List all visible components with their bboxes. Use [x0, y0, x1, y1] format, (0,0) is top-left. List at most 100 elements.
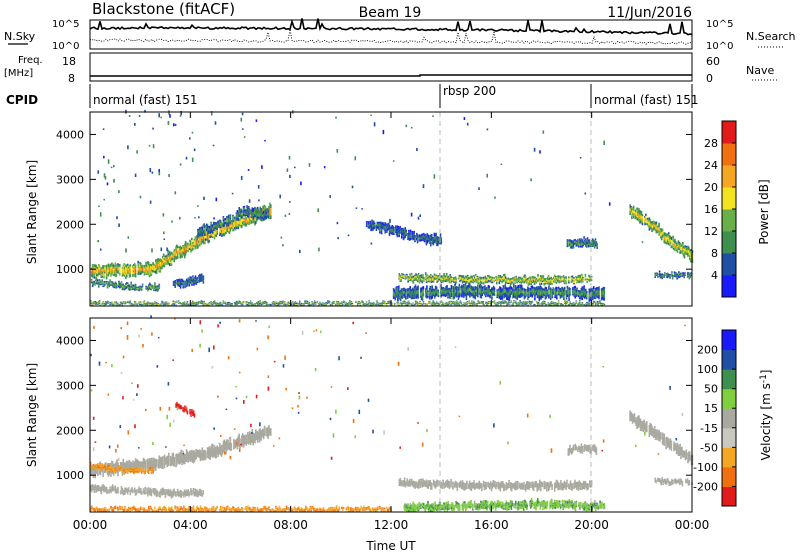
heatmap-cell: [582, 279, 584, 281]
heatmap-cell: [456, 288, 458, 292]
heatmap-cell: [237, 211, 240, 215]
heatmap-cell: [212, 224, 214, 227]
heatmap-cell: [134, 287, 137, 289]
heatmap-cell: [420, 278, 423, 280]
heatmap-cell: [482, 279, 485, 281]
heatmap-cell: [119, 282, 121, 285]
heatmap-cell: [165, 302, 168, 303]
heatmap-cell: [153, 270, 155, 272]
heatmap-cell: [207, 227, 210, 230]
heatmap-cell: [261, 212, 263, 215]
heatmap-cell: [226, 222, 228, 225]
heatmap-cell: [102, 286, 104, 288]
heatmap-cell: [576, 287, 578, 290]
heatmap-cell: [240, 303, 242, 304]
heatmap-cell: [146, 271, 148, 274]
heatmap-cell: [298, 300, 301, 302]
heatmap-cell: [540, 283, 543, 285]
heatmap-cell: [240, 217, 242, 221]
heatmap-cell: [118, 265, 120, 267]
heatmap-cell: [186, 281, 189, 283]
heatmap-cell: [232, 227, 234, 229]
heatmap-cell: [207, 230, 210, 233]
heatmap-cell: [256, 216, 259, 219]
heatmap-cell: [207, 232, 210, 234]
heatmap-cell: [152, 267, 154, 270]
heatmap-cell: [426, 278, 429, 280]
heatmap-cell: [129, 301, 132, 303]
heatmap-cell: [226, 216, 228, 219]
heatmap-cell: [204, 235, 206, 239]
heatmap-cell: [125, 283, 127, 285]
heatmap-cell: [248, 206, 250, 208]
heatmap-cell: [108, 270, 110, 272]
heatmap-cell: [138, 268, 140, 272]
heatmap-cell: [208, 302, 211, 304]
heatmap-cell: [233, 222, 235, 225]
heatmap-cell: [412, 302, 414, 304]
heatmap-cell: [328, 302, 331, 304]
heatmap-cell: [491, 281, 494, 284]
heatmap-cell: [140, 262, 142, 265]
heatmap-cell: [108, 282, 110, 284]
heatmap-cell: [242, 302, 245, 303]
heatmap-cell: [193, 240, 196, 243]
heatmap-cell: [303, 304, 305, 305]
heatmap-cell: [314, 302, 317, 304]
heatmap-cell: [401, 297, 404, 299]
heatmap-cell: [252, 211, 254, 216]
heatmap-cell: [583, 285, 585, 288]
heatmap-cell: [513, 286, 515, 289]
heatmap-cell: [446, 303, 448, 304]
heatmap-cell: [189, 239, 191, 242]
heatmap-cell: [416, 278, 418, 280]
heatmap-cell: [181, 278, 184, 280]
heatmap-cell: [191, 237, 193, 241]
heatmap-cell: [117, 302, 119, 304]
heatmap-cell: [166, 254, 168, 257]
heatmap-cell: [398, 275, 401, 278]
heatmap-cell: [135, 286, 138, 288]
heatmap-cell: [351, 304, 354, 305]
heatmap-cell: [146, 273, 148, 275]
heatmap-cell: [372, 302, 375, 303]
heatmap-cell: [404, 302, 406, 303]
heatmap-cell: [529, 276, 531, 278]
heatmap-cell: [573, 281, 575, 283]
heatmap-cell: [358, 301, 361, 303]
heatmap-cell: [208, 227, 211, 229]
heatmap-cell: [410, 276, 413, 278]
heatmap-cell: [384, 303, 386, 305]
heatmap-cell: [153, 288, 155, 290]
heatmap-cell: [240, 213, 242, 216]
heatmap-cell: [428, 302, 431, 303]
heatmap-cell: [402, 276, 404, 278]
heatmap-cell: [362, 301, 364, 303]
heatmap-cell: [184, 285, 186, 289]
heatmap-cell: [91, 286, 94, 288]
heatmap-cell: [177, 285, 179, 287]
heatmap-cell: [219, 226, 222, 229]
heatmap-cell: [154, 268, 156, 271]
heatmap-cell: [174, 283, 177, 285]
heatmap-cell: [109, 280, 111, 282]
heatmap-cell: [134, 273, 137, 278]
heatmap-cell: [458, 285, 461, 289]
heatmap-cell: [565, 298, 568, 300]
heatmap-cell: [236, 218, 239, 221]
heatmap-cell: [215, 224, 218, 226]
heatmap-cell: [565, 279, 567, 281]
heatmap-cell: [229, 228, 232, 232]
heatmap-cell: [112, 304, 115, 306]
heatmap-cell: [542, 295, 544, 299]
heatmap-cell: [247, 219, 249, 223]
heatmap-cell: [547, 276, 550, 278]
heatmap-cell: [524, 288, 526, 292]
heatmap-cell: [169, 256, 172, 260]
heatmap-cell: [249, 212, 252, 215]
heatmap-cell: [304, 300, 306, 302]
heatmap-cell: [162, 305, 165, 306]
heatmap-cell: [582, 278, 584, 279]
heatmap-cell: [565, 283, 567, 285]
heatmap-cell: [548, 289, 550, 295]
